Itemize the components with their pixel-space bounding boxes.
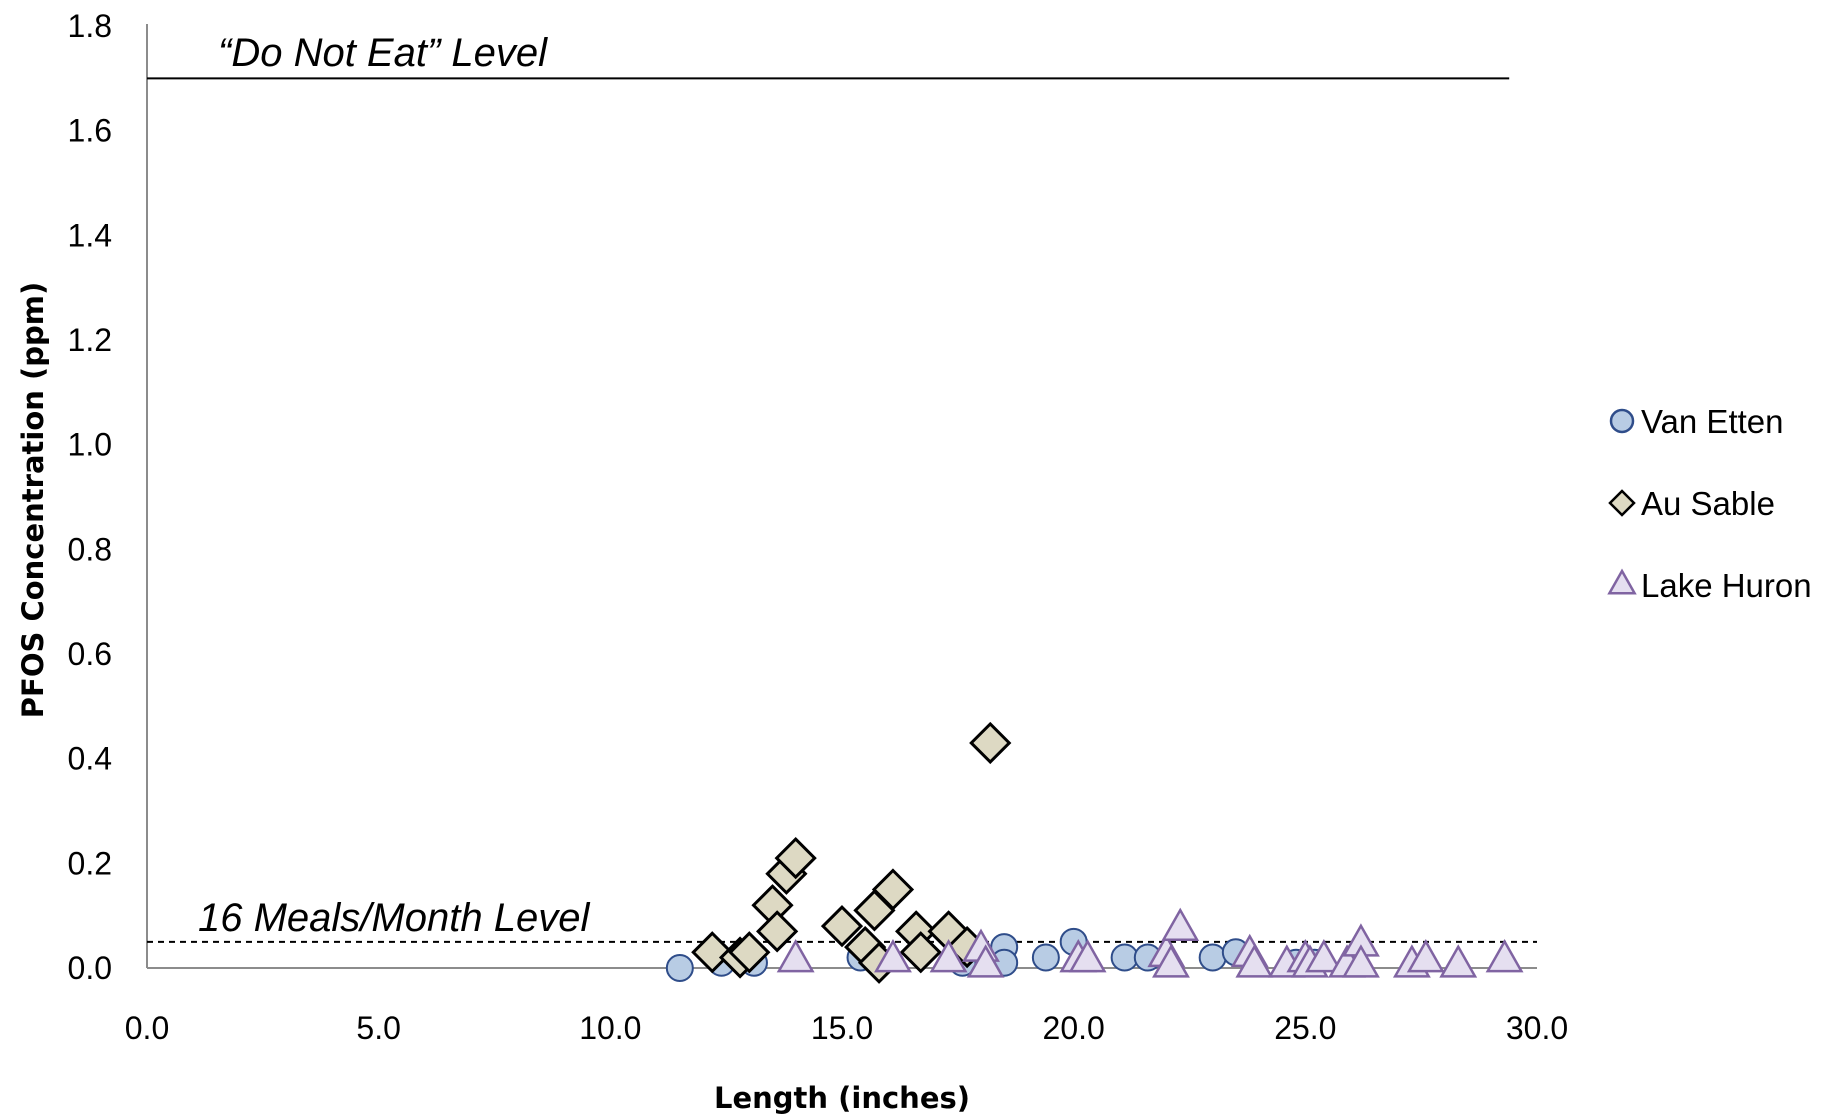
x-tick-label: 20.0 (1043, 1010, 1105, 1046)
point-van-etten (1112, 945, 1138, 971)
x-tick-label: 0.0 (125, 1010, 169, 1046)
legend-label-lake-huron: Lake Huron (1641, 567, 1812, 604)
point-lake-huron (779, 942, 813, 972)
y-tick-label: 1.8 (68, 8, 112, 44)
y-tick-label: 1.0 (68, 427, 112, 463)
x-axis-title: Length (inches) (714, 1081, 970, 1115)
legend-item-van-etten: Van Etten (1611, 403, 1784, 440)
x-tick-label: 5.0 (356, 1010, 400, 1046)
x-tick-label: 25.0 (1274, 1010, 1336, 1046)
y-tick-labels: 0.0 0.2 0.4 0.6 0.8 1.0 1.2 1.4 1.6 1.8 (68, 8, 112, 986)
chart-axes: 0.0 0.2 0.4 0.6 0.8 1.0 1.2 1.4 1.6 1.8 0.0 5.0 10.… (68, 8, 1569, 1046)
x-tick-label: 15.0 (811, 1010, 873, 1046)
x-tick-labels: 0.0 5.0 10.0 15.0 20.0 25.0 30.0 (125, 1010, 1568, 1046)
point-lake-huron (1441, 947, 1475, 977)
legend-marker-lake-huron (1609, 571, 1634, 593)
y-tick-label: 1.6 (68, 113, 112, 149)
legend-label-au-sable: Au Sable (1641, 485, 1775, 522)
point-van-etten (1200, 945, 1226, 971)
y-tick-label: 0.4 (68, 741, 112, 777)
legend-label-van-etten: Van Etten (1641, 403, 1784, 440)
reference-lines: “Do Not Eat” Level 16 Meals/Month Level (147, 31, 1537, 942)
y-tick-label: 0.6 (68, 636, 112, 672)
x-tick-label: 30.0 (1506, 1010, 1568, 1046)
point-van-etten (667, 955, 693, 981)
series-lake-huron (779, 910, 1522, 976)
legend: Van Etten Au Sable Lake Huron (1609, 403, 1811, 604)
meals-per-month-label: 16 Meals/Month Level (198, 896, 590, 940)
series-au-sable (693, 724, 1009, 982)
legend-marker-au-sable (1610, 491, 1634, 515)
y-tick-label: 1.4 (68, 217, 112, 253)
y-tick-label: 1.2 (68, 322, 112, 358)
legend-item-lake-huron: Lake Huron (1609, 567, 1811, 604)
do-not-eat-label: “Do Not Eat” Level (218, 31, 548, 75)
y-tick-label: 0.8 (68, 531, 112, 567)
y-axis-title: PFOS Concentration (ppm) (16, 282, 50, 719)
legend-marker-van-etten (1611, 410, 1633, 432)
y-tick-label: 0.2 (68, 845, 112, 881)
point-au-sable (971, 724, 1009, 762)
point-lake-huron (1488, 942, 1522, 972)
data-points (667, 724, 1522, 982)
y-tick-label: 0.0 (68, 950, 112, 986)
legend-item-au-sable: Au Sable (1610, 485, 1775, 522)
point-lake-huron (1163, 910, 1197, 940)
point-van-etten (1033, 945, 1059, 971)
point-au-sable (758, 912, 796, 950)
x-tick-label: 10.0 (579, 1010, 641, 1046)
